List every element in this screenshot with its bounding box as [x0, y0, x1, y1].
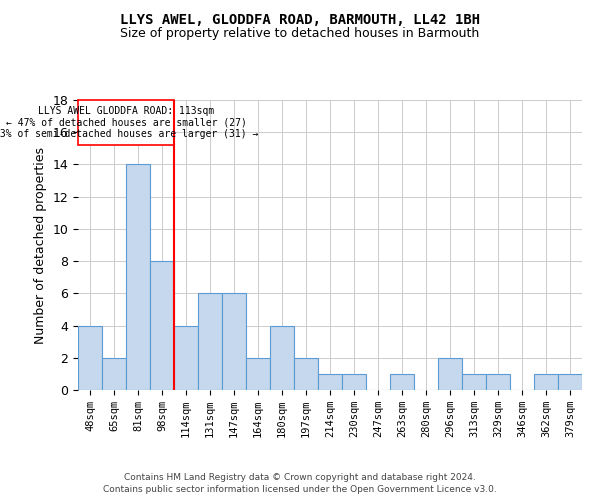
- FancyBboxPatch shape: [78, 100, 174, 145]
- Bar: [462, 374, 486, 390]
- Text: Size of property relative to detached houses in Barmouth: Size of property relative to detached ho…: [121, 28, 479, 40]
- Y-axis label: Number of detached properties: Number of detached properties: [34, 146, 47, 344]
- Bar: [222, 294, 246, 390]
- Bar: [558, 374, 582, 390]
- Bar: [294, 358, 318, 390]
- Text: Contains public sector information licensed under the Open Government Licence v3: Contains public sector information licen…: [103, 485, 497, 494]
- Bar: [246, 358, 270, 390]
- Bar: [102, 358, 126, 390]
- Text: ← 47% of detached houses are smaller (27): ← 47% of detached houses are smaller (27…: [5, 118, 247, 128]
- Bar: [126, 164, 150, 390]
- Bar: [150, 261, 174, 390]
- Bar: [270, 326, 294, 390]
- Bar: [174, 326, 198, 390]
- Bar: [342, 374, 366, 390]
- Bar: [486, 374, 510, 390]
- Text: LLYS AWEL, GLODDFA ROAD, BARMOUTH, LL42 1BH: LLYS AWEL, GLODDFA ROAD, BARMOUTH, LL42 …: [120, 12, 480, 26]
- Bar: [78, 326, 102, 390]
- Text: Contains HM Land Registry data © Crown copyright and database right 2024.: Contains HM Land Registry data © Crown c…: [124, 472, 476, 482]
- Text: 53% of semi-detached houses are larger (31) →: 53% of semi-detached houses are larger (…: [0, 129, 258, 139]
- Bar: [318, 374, 342, 390]
- Bar: [390, 374, 414, 390]
- Bar: [198, 294, 222, 390]
- Bar: [534, 374, 558, 390]
- Bar: [438, 358, 462, 390]
- Text: LLYS AWEL GLODDFA ROAD: 113sqm: LLYS AWEL GLODDFA ROAD: 113sqm: [38, 106, 214, 117]
